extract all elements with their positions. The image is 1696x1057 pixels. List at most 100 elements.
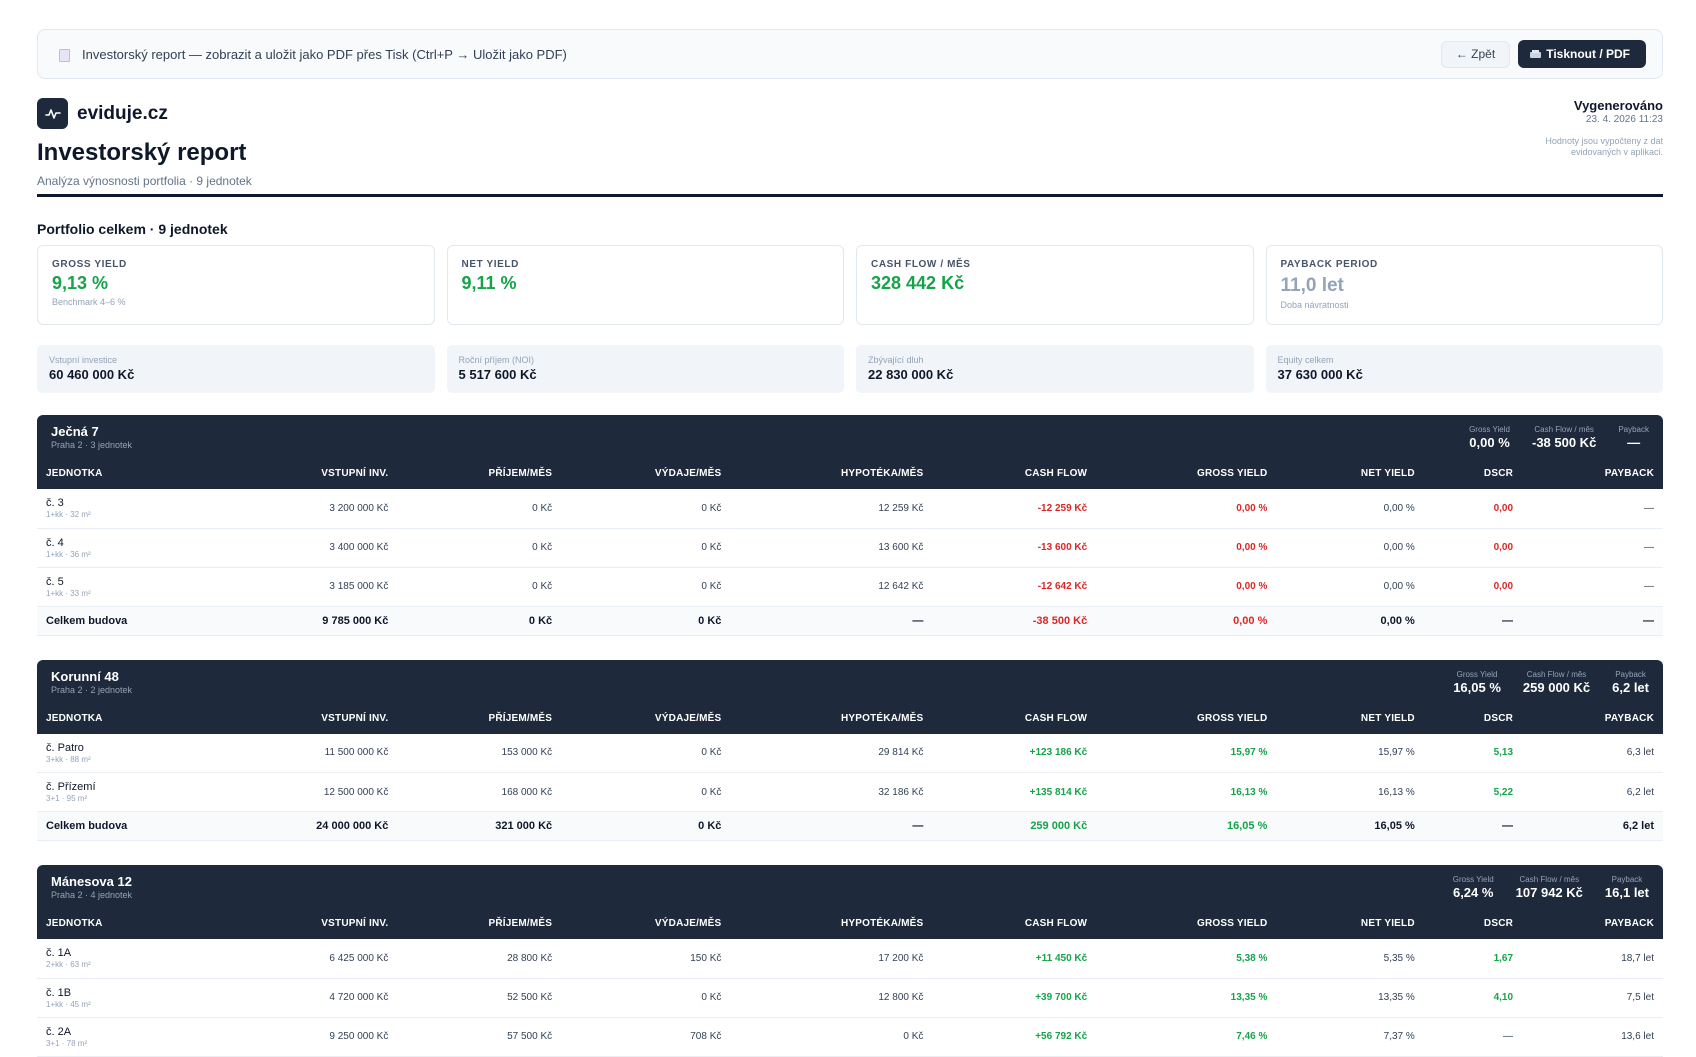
generated-info: Vygenerováno 23. 4. 2026 11:23 Hodnoty j…: [1513, 98, 1663, 158]
column-header: VÝDAJE/MĚS: [654, 468, 722, 479]
cell-expenses: 0 Kč: [561, 528, 731, 568]
stat-investment: Vstupní investice 60 460 000 Kč: [37, 345, 435, 393]
table-row: č. 3 1+kk · 32 m² 3 200 000 Kč 0 Kč 0 Kč 12 2…: [37, 489, 1663, 529]
kpi-value: 11,0 let: [1280, 275, 1344, 296]
building-stat-gross: Gross Yield 16,05 %: [1453, 670, 1501, 695]
table-row: č. 2A 3+1 · 78 m² 9 250 000 Kč 57 500 Kč 708…: [37, 1017, 1663, 1057]
table-header-row: JEDNOTKA VSTUPNÍ INV. PŘÍJEM/MĚS VÝDAJE/MĚS…: [37, 702, 1663, 734]
stat-equity: Equity celkem 37 630 000 Kč: [1265, 345, 1663, 393]
cell-investment: 6 425 000 Kč: [217, 939, 398, 979]
cell-dscr: 5,22: [1423, 772, 1523, 812]
back-button[interactable]: ← Zpět: [1440, 40, 1511, 68]
cell-investment: 3 185 000 Kč: [217, 567, 398, 607]
building-stat-value: 6,24 %: [1452, 885, 1494, 900]
building-stat-value: —: [1627, 435, 1641, 450]
cell-net-yield: 5,35 %: [1276, 939, 1424, 979]
building-stat-label: Cash Flow / měs: [1534, 425, 1594, 434]
cell-payback: —: [1522, 528, 1663, 568]
total-label: Celkem budova: [37, 606, 218, 636]
cell-investment: 9 250 000 Kč: [217, 1017, 398, 1057]
column-header: CASH FLOW: [1024, 918, 1088, 929]
portfolio-stats: Vstupní investice 60 460 000 Kč Roční př…: [37, 345, 1663, 393]
column-header: HYPOTÉKA/MĚS: [840, 712, 924, 724]
column-header: VSTUPNÍ INV.: [321, 918, 389, 929]
cell-cash-flow: +135 814 Kč: [932, 772, 1097, 812]
cell-payback: —: [1522, 567, 1663, 607]
cell-expenses: 708 Kč: [561, 1017, 731, 1057]
cell-income: 153 000 Kč: [397, 733, 562, 773]
column-header: PŘÍJEM/MĚS: [488, 918, 553, 929]
table-row: č. 4 1+kk · 36 m² 3 400 000 Kč 0 Kč 0 Kč 13 6…: [37, 528, 1663, 568]
kpi-gross-yield: GROSS YIELD 9,13 % Benchmark 4–6 %: [37, 245, 435, 325]
unit-cell: č. 1B 1+kk · 45 m²: [37, 978, 218, 1018]
cell-mortgage: 12 259 Kč: [730, 489, 933, 529]
building-stat-value: 259 000 Kč: [1522, 679, 1591, 695]
building-meta: Praha 2 · 4 jednotek: [51, 890, 133, 900]
building-stat-value: 16,1 let: [1604, 885, 1649, 900]
unit-cell: č. Přízemí 3+1 · 95 m²: [37, 772, 218, 812]
building-stat-cf: Cash Flow / měs 259 000 Kč: [1523, 670, 1590, 695]
column-header: DSCR: [1483, 468, 1514, 479]
unit-name: č. Přízemí: [46, 781, 96, 793]
cell-payback: 6,3 let: [1522, 733, 1663, 773]
building-stat-payback: Payback —: [1618, 425, 1649, 450]
building-header: Mánesova 12 Praha 2 · 4 jednotek Gross Yie…: [37, 865, 1663, 908]
building-stat-label: Gross Yield: [1452, 875, 1494, 884]
cell-income: 0 Kč: [397, 567, 562, 607]
generated-date: 23. 4. 2026 11:23: [1585, 114, 1663, 125]
cell-net-yield: 0,00 %: [1276, 528, 1424, 568]
building-total-row: Celkem budova 24 000 000 Kč 321 000 Kč 0 Kč…: [37, 811, 1663, 841]
cell-mortgage: 12 800 Kč: [730, 978, 933, 1018]
building-stats: Gross Yield 16,05 % Cash Flow / měs 259 000…: [1453, 670, 1649, 695]
table-row: č. 1A 2+kk · 63 m² 6 425 000 Kč 28 800 Kč 15…: [37, 939, 1663, 979]
kpi-sub: Doba návratnosti: [1280, 300, 1349, 310]
buildings-list: Ječná 7 Praha 2 · 3 jednotek Gross Yield 0,…: [37, 415, 1663, 1057]
building-stats: Gross Yield 0,00 % Cash Flow / měs -38 500 …: [1469, 425, 1649, 450]
cell-expenses: 0 Kč: [561, 772, 731, 812]
column-header: PAYBACK: [1604, 468, 1654, 479]
total-investment: 9 785 000 Kč: [217, 606, 398, 636]
units-table: JEDNOTKA VSTUPNÍ INV. PŘÍJEM/MĚS VÝDAJE/MĚS…: [37, 702, 1663, 841]
pulse-icon: [37, 98, 68, 129]
stat-label: Roční příjem (NOI): [458, 355, 535, 365]
cell-investment: 3 200 000 Kč: [217, 489, 398, 529]
cell-income: 28 800 Kč: [397, 939, 562, 979]
building-stat-value: 16,05 %: [1453, 679, 1501, 695]
cell-expenses: 0 Kč: [561, 733, 731, 773]
unit-name: č. 4: [46, 536, 64, 549]
total-mortgage: —: [730, 811, 933, 841]
unit-cell: č. Patro 3+kk · 88 m²: [37, 733, 218, 773]
column-header: VÝDAJE/MĚS: [654, 918, 722, 929]
cell-income: 0 Kč: [397, 489, 562, 529]
cell-mortgage: 17 200 Kč: [730, 939, 933, 979]
cell-dscr: 4,10: [1423, 978, 1523, 1018]
column-header: PAYBACK: [1604, 712, 1654, 724]
column-header: VÝDAJE/MĚS: [654, 712, 722, 724]
stat-label: Zbývající dluh: [868, 355, 924, 365]
print-pdf-button[interactable]: Tisknout / PDF: [1518, 40, 1646, 68]
building-stat-cf: Cash Flow / měs -38 500 Kč: [1532, 425, 1596, 450]
building-section: Korunní 48 Praha 2 · 2 jednotek Gross Yiel…: [37, 659, 1663, 841]
cell-gross-yield: 0,00 %: [1096, 528, 1277, 568]
column-header: DSCR: [1483, 712, 1514, 724]
building-stat-label: Cash Flow / měs: [1526, 669, 1587, 679]
cell-mortgage: 12 642 Kč: [730, 567, 933, 607]
building-stat-label: Payback: [1611, 875, 1643, 884]
column-header: CASH FLOW: [1024, 468, 1088, 479]
kpi-payback: PAYBACK PERIOD 11,0 let Doba návratnosti: [1265, 245, 1663, 325]
cell-payback: 6,2 let: [1522, 772, 1663, 812]
cell-cash-flow: -12 259 Kč: [932, 489, 1097, 529]
cell-net-yield: 0,00 %: [1276, 567, 1424, 607]
kpi-label: GROSS YIELD: [52, 259, 127, 270]
column-header: GROSS YIELD: [1197, 712, 1268, 724]
portfolio-title: Portfolio celkem · 9 jednotek: [37, 221, 228, 237]
building-name: Ječná 7: [51, 424, 99, 439]
cell-net-yield: 13,35 %: [1276, 978, 1424, 1018]
cell-investment: 3 400 000 Kč: [217, 528, 398, 568]
unit-name: č. 3: [46, 497, 64, 510]
column-header: CASH FLOW: [1024, 712, 1088, 724]
unit-name: č. 1B: [46, 986, 72, 999]
column-header: VSTUPNÍ INV.: [321, 468, 389, 479]
print-instructions: Investorský report — zobrazit a uložit j…: [82, 46, 567, 62]
document-icon: [58, 48, 70, 62]
